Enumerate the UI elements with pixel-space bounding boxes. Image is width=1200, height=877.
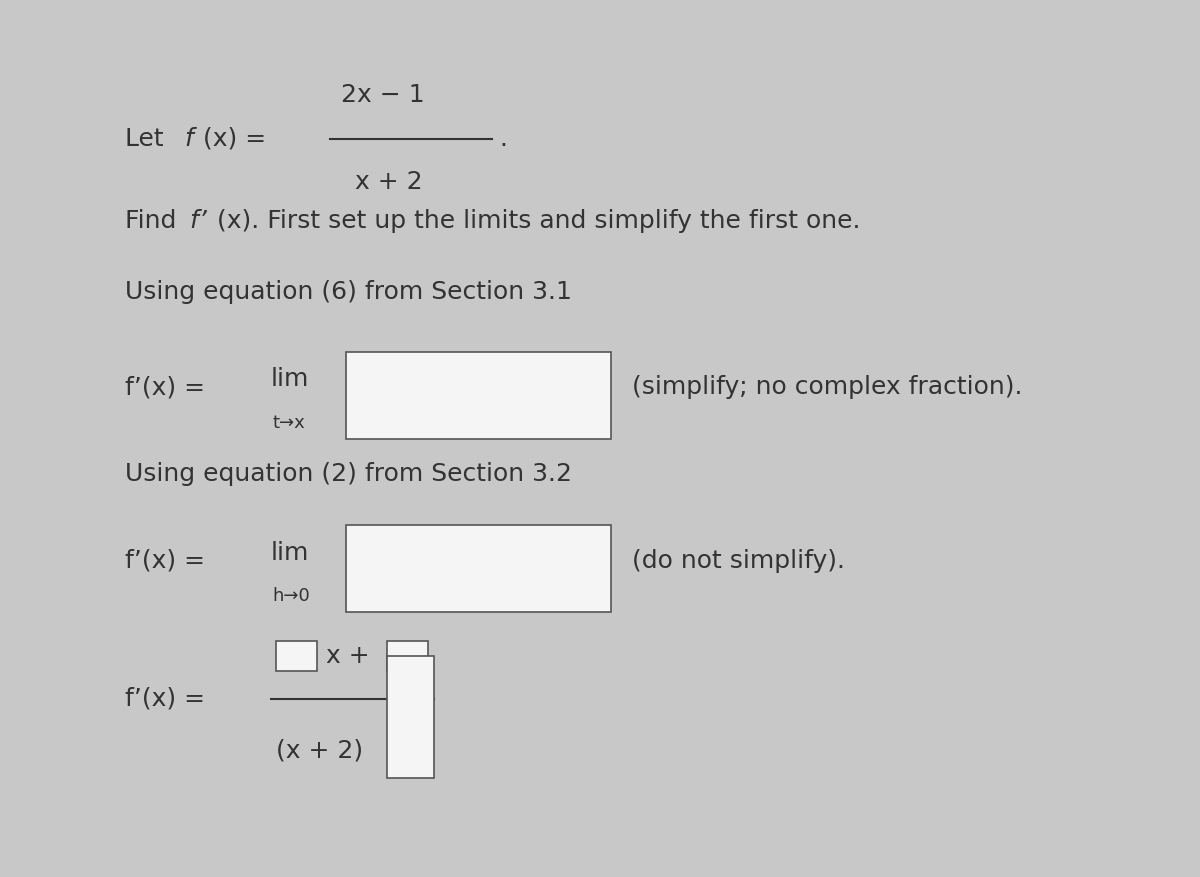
Text: (x + 2): (x + 2) <box>276 738 364 762</box>
Text: Let: Let <box>125 126 172 151</box>
Bar <box>388 655 433 778</box>
Text: lim: lim <box>271 367 308 391</box>
Text: t→x: t→x <box>272 414 306 431</box>
Text: f’(x) =: f’(x) = <box>125 549 205 573</box>
Bar <box>347 525 611 612</box>
Text: lim: lim <box>271 541 308 565</box>
Text: f’(x) =: f’(x) = <box>125 687 205 711</box>
Text: Using equation (6) from Section 3.1: Using equation (6) from Section 3.1 <box>125 281 571 304</box>
Text: (x) =: (x) = <box>203 126 265 151</box>
Text: (simplify; no complex fraction).: (simplify; no complex fraction). <box>632 375 1022 399</box>
Text: h→0: h→0 <box>272 588 311 605</box>
Text: x +: x + <box>325 644 370 667</box>
Text: .: . <box>499 126 508 151</box>
Text: Find: Find <box>125 210 184 233</box>
Bar <box>276 640 317 671</box>
Text: Using equation (2) from Section 3.2: Using equation (2) from Section 3.2 <box>125 462 571 486</box>
Text: x + 2: x + 2 <box>355 170 422 194</box>
Text: (do not simplify).: (do not simplify). <box>632 549 845 573</box>
Bar <box>388 640 428 671</box>
Bar <box>347 352 611 438</box>
Text: (x). First set up the limits and simplify the first one.: (x). First set up the limits and simplif… <box>217 210 860 233</box>
Text: f: f <box>185 126 193 151</box>
Text: f’(x) =: f’(x) = <box>125 375 205 399</box>
Text: 2x − 1: 2x − 1 <box>341 83 425 107</box>
Text: f’: f’ <box>190 210 208 233</box>
